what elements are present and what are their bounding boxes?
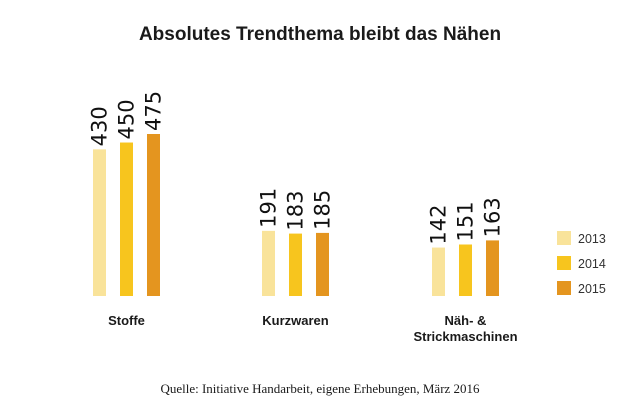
bar-0-2015 — [147, 134, 160, 296]
legend-label: 2013 — [578, 232, 606, 246]
value-label: 183 — [284, 190, 308, 230]
chart-title: Absolutes Trendthema bleibt das Nähen — [138, 24, 502, 45]
value-label: 151 — [454, 201, 478, 241]
bar-1-2013 — [262, 230, 275, 296]
value-labels-layer: 430 450 475 191 183 185 142 151 163 — [88, 91, 505, 245]
value-label: 450 — [115, 99, 139, 139]
category-labels-layer: Stoffe Kurzwaren Näh- & Strickmaschinen — [108, 313, 518, 344]
bar-2-2015 — [486, 240, 499, 296]
legend-swatch-2014 — [557, 256, 571, 270]
category-label: Kurzwaren — [262, 313, 329, 328]
value-label: 475 — [142, 91, 166, 131]
legend-label: 2015 — [578, 282, 606, 296]
bar-0-2013 — [93, 149, 106, 296]
value-label: 430 — [88, 106, 112, 146]
value-label: 163 — [481, 197, 505, 237]
bar-2-2014 — [459, 244, 472, 296]
value-label: 191 — [257, 188, 281, 228]
bars-layer — [93, 134, 499, 296]
legend-label: 2014 — [578, 257, 606, 271]
category-label: Näh- & Strickmaschinen — [413, 313, 517, 344]
bar-2-2013 — [432, 247, 445, 296]
bar-1-2015 — [316, 232, 329, 296]
legend-swatch-2013 — [557, 231, 571, 245]
value-label: 142 — [427, 204, 451, 244]
category-label: Stoffe — [108, 313, 145, 328]
value-label: 185 — [311, 190, 335, 230]
source-note: Quelle: Initiative Handarbeit, eigene Er… — [160, 381, 480, 396]
bar-0-2014 — [120, 142, 133, 296]
legend-swatch-2015 — [557, 281, 571, 295]
legend: 2013 2014 2015 — [557, 231, 606, 296]
bar-1-2014 — [289, 233, 302, 296]
